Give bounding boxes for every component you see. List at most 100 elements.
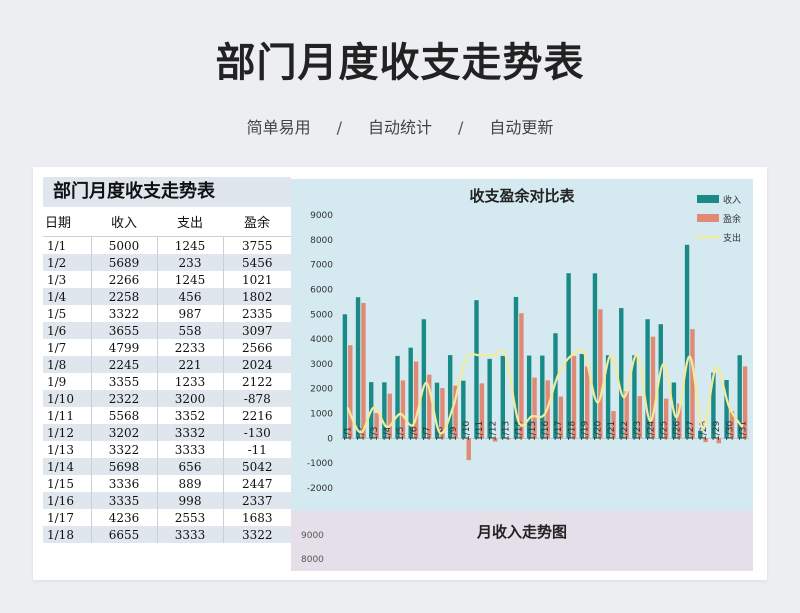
cell-date[interactable]: 1/3 [43, 271, 92, 288]
cell-date[interactable]: 1/1 [43, 236, 92, 254]
cell-expense[interactable]: 2233 [157, 339, 224, 356]
cell-date[interactable]: 1/12 [43, 424, 92, 441]
cell-date[interactable]: 1/10 [43, 390, 92, 407]
cell-expense[interactable]: 233 [157, 254, 224, 271]
cell-expense[interactable]: 889 [157, 475, 224, 492]
column-header-surplus[interactable]: 盈余 [223, 207, 291, 237]
cell-expense[interactable]: 3200 [157, 390, 224, 407]
cell-income[interactable]: 3655 [91, 322, 158, 339]
cell-income[interactable]: 3322 [91, 441, 158, 458]
cell-date[interactable]: 1/14 [43, 458, 92, 475]
cell-expense[interactable]: 456 [157, 288, 224, 305]
cell-surplus[interactable]: -878 [223, 390, 291, 407]
cell-surplus[interactable]: 3097 [223, 322, 291, 339]
cell-income[interactable]: 4236 [91, 509, 158, 526]
table-row[interactable]: 1/11 5568 3352 2216 [43, 407, 291, 424]
cell-expense[interactable]: 987 [157, 305, 224, 322]
y-tick-label: 9000 [310, 211, 333, 221]
table-row[interactable]: 1/5 3322 987 2335 [43, 305, 291, 322]
cell-date[interactable]: 1/16 [43, 492, 92, 509]
x-tick-label: 1/29 [712, 421, 722, 441]
cell-date[interactable]: 1/18 [43, 526, 92, 543]
cell-expense[interactable]: 656 [157, 458, 224, 475]
x-tick-label: 1/11 [475, 421, 485, 441]
legend-label-expense: 支出 [723, 232, 741, 244]
column-header-date[interactable]: 日期 [43, 207, 91, 237]
cell-expense[interactable]: 1245 [157, 271, 224, 288]
cell-income[interactable]: 2266 [91, 271, 158, 288]
table-row[interactable]: 1/18 6655 3333 3322 [43, 526, 291, 543]
cell-surplus[interactable]: -11 [223, 441, 291, 458]
cell-surplus[interactable]: 2335 [223, 305, 291, 322]
cell-date[interactable]: 1/15 [43, 475, 92, 492]
cell-date[interactable]: 1/8 [43, 356, 92, 373]
cell-income[interactable]: 2245 [91, 356, 158, 373]
cell-income[interactable]: 3336 [91, 475, 158, 492]
cell-income[interactable]: 4799 [91, 339, 158, 356]
cell-expense[interactable]: 1245 [157, 236, 224, 254]
cell-income[interactable]: 3355 [91, 373, 158, 390]
cell-date[interactable]: 1/6 [43, 322, 92, 339]
cell-expense[interactable]: 1233 [157, 373, 224, 390]
cell-income[interactable]: 6655 [91, 526, 158, 543]
cell-date[interactable]: 1/7 [43, 339, 92, 356]
cell-surplus[interactable]: 1802 [223, 288, 291, 305]
cell-surplus[interactable]: 5042 [223, 458, 291, 475]
cell-expense[interactable]: 3333 [157, 526, 224, 543]
cell-surplus[interactable]: -130 [223, 424, 291, 441]
table-row[interactable]: 1/1 5000 1245 3755 [43, 236, 291, 254]
cell-surplus[interactable]: 5456 [223, 254, 291, 271]
cell-date[interactable]: 1/13 [43, 441, 92, 458]
cell-expense[interactable]: 558 [157, 322, 224, 339]
cell-surplus[interactable]: 2566 [223, 339, 291, 356]
cell-expense[interactable]: 221 [157, 356, 224, 373]
cell-expense[interactable]: 3352 [157, 407, 224, 424]
cell-date[interactable]: 1/4 [43, 288, 92, 305]
cell-income[interactable]: 2322 [91, 390, 158, 407]
cell-surplus[interactable]: 2216 [223, 407, 291, 424]
table-row[interactable]: 1/3 2266 1245 1021 [43, 271, 291, 288]
cell-surplus[interactable]: 3755 [223, 236, 291, 254]
table-row[interactable]: 1/17 4236 2553 1683 [43, 509, 291, 526]
cell-income[interactable]: 5568 [91, 407, 158, 424]
cell-income[interactable]: 3322 [91, 305, 158, 322]
table-row[interactable]: 1/8 2245 221 2024 [43, 356, 291, 373]
cell-income[interactable]: 5689 [91, 254, 158, 271]
cell-surplus[interactable]: 1021 [223, 271, 291, 288]
cell-income[interactable]: 5698 [91, 458, 158, 475]
cell-date[interactable]: 1/11 [43, 407, 92, 424]
cell-date[interactable]: 1/17 [43, 509, 92, 526]
cell-income[interactable]: 3335 [91, 492, 158, 509]
y-tick-label: 5000 [310, 310, 333, 320]
table-row[interactable]: 1/13 3322 3333 -11 [43, 441, 291, 458]
column-header-expense[interactable]: 支出 [157, 207, 223, 237]
cell-date[interactable]: 1/2 [43, 254, 92, 271]
cell-expense[interactable]: 998 [157, 492, 224, 509]
x-tick-label: 1/5 [396, 427, 406, 441]
cell-surplus[interactable]: 2447 [223, 475, 291, 492]
cell-expense[interactable]: 2553 [157, 509, 224, 526]
table-row[interactable]: 1/6 3655 558 3097 [43, 322, 291, 339]
table-row[interactable]: 1/7 4799 2233 2566 [43, 339, 291, 356]
cell-date[interactable]: 1/9 [43, 373, 92, 390]
cell-expense[interactable]: 3333 [157, 441, 224, 458]
table-row[interactable]: 1/9 3355 1233 2122 [43, 373, 291, 390]
cell-surplus[interactable]: 2024 [223, 356, 291, 373]
cell-income[interactable]: 2258 [91, 288, 158, 305]
table-row[interactable]: 1/4 2258 456 1802 [43, 288, 291, 305]
cell-surplus[interactable]: 2337 [223, 492, 291, 509]
cell-income[interactable]: 3202 [91, 424, 158, 441]
table-row[interactable]: 1/16 3335 998 2337 [43, 492, 291, 509]
cell-expense[interactable]: 3332 [157, 424, 224, 441]
table-row[interactable]: 1/15 3336 889 2447 [43, 475, 291, 492]
table-row[interactable]: 1/14 5698 656 5042 [43, 458, 291, 475]
cell-surplus[interactable]: 1683 [223, 509, 291, 526]
table-row[interactable]: 1/12 3202 3332 -130 [43, 424, 291, 441]
cell-date[interactable]: 1/5 [43, 305, 92, 322]
table-row[interactable]: 1/10 2322 3200 -878 [43, 390, 291, 407]
column-header-income[interactable]: 收入 [91, 207, 157, 237]
cell-surplus[interactable]: 3322 [223, 526, 291, 543]
cell-surplus[interactable]: 2122 [223, 373, 291, 390]
table-row[interactable]: 1/2 5689 233 5456 [43, 254, 291, 271]
cell-income[interactable]: 5000 [91, 236, 158, 254]
